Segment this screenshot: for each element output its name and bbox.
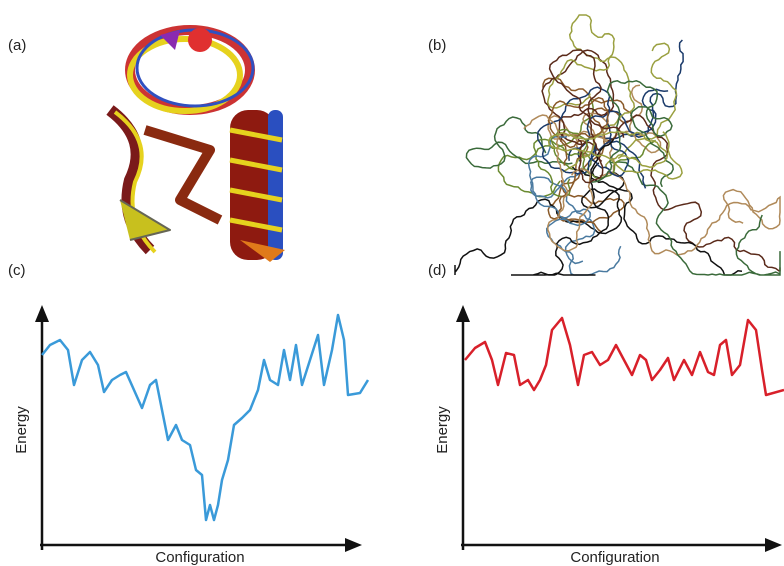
chain (591, 80, 674, 188)
chain (465, 116, 573, 169)
chain (541, 49, 615, 162)
chain (610, 161, 781, 276)
chain (530, 167, 596, 265)
chain (454, 162, 625, 275)
arrowheads (35, 305, 362, 552)
energy-landscape-d: Energy Configuration (434, 305, 784, 566)
unfolded-ensemble (454, 14, 781, 276)
panel-label: (d) (428, 262, 446, 279)
panel-label: (a) (8, 37, 26, 54)
chain (548, 49, 625, 184)
chain (542, 77, 633, 224)
axes (461, 315, 772, 550)
chain (546, 14, 636, 173)
chain (547, 130, 683, 180)
chain (536, 86, 647, 189)
chain (497, 99, 594, 198)
x-axis-label: Configuration (155, 549, 244, 566)
chain (511, 138, 615, 276)
panel-label: (c) (8, 262, 26, 279)
chain (571, 166, 743, 276)
protein-ensemble (106, 25, 285, 262)
energy-curve (464, 316, 784, 397)
chain (605, 114, 781, 272)
panel-label: (b) (428, 37, 446, 54)
x-axis-label: Configuration (570, 549, 659, 566)
chain (599, 172, 781, 256)
y-axis-label: Energy (13, 406, 30, 454)
y-axis-label: Energy (434, 406, 451, 454)
energy-landscape-c: Energy Configuration (13, 305, 370, 566)
axes (40, 315, 358, 550)
arrowheads (456, 305, 782, 552)
chain (605, 42, 678, 169)
energy-curve (41, 313, 370, 522)
